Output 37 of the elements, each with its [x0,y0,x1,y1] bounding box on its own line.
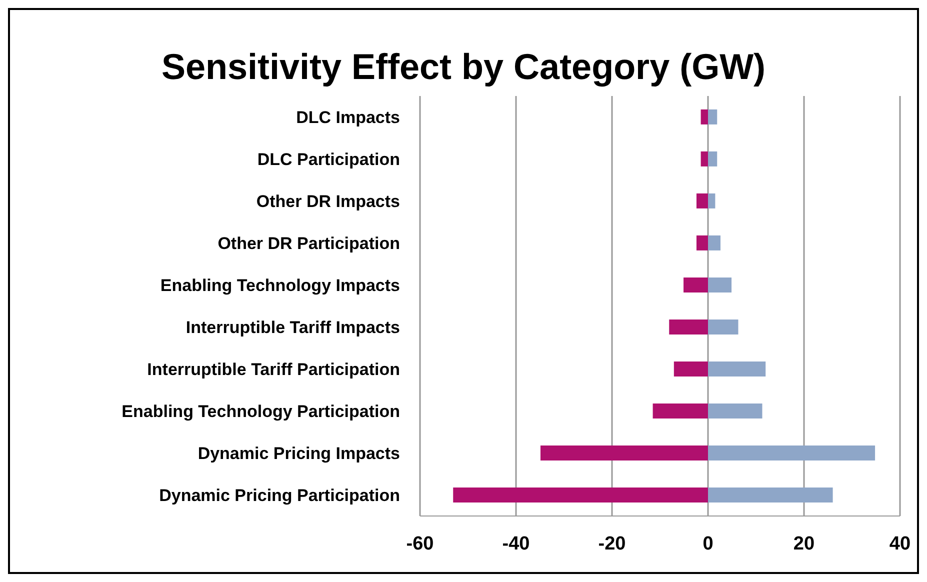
bar [453,487,708,502]
bar [700,109,708,124]
x-tick-label: 20 [793,533,815,554]
bar [696,193,708,208]
x-tick-label: -60 [406,533,434,554]
y-tick-label: Dynamic Pricing Impacts [198,444,400,464]
y-tick-label: DLC Participation [257,150,400,170]
bar [708,487,833,502]
bar [708,277,732,292]
bar [708,319,738,334]
bar [708,361,766,376]
bar [708,445,876,460]
y-tick-label: Enabling Technology Participation [122,402,400,422]
x-tick-label: -20 [598,533,626,554]
x-tick-label: 0 [702,533,714,554]
y-tick-label: Interruptible Tariff Impacts [186,318,400,338]
y-tick-label: Dynamic Pricing Participation [159,486,400,506]
bar [540,445,708,460]
bar [669,319,708,334]
y-tick-label: Interruptible Tariff Participation [147,360,400,380]
x-tick-label: -40 [502,533,530,554]
bar [700,151,708,166]
y-tick-label: Other DR Impacts [256,192,400,212]
bar [708,235,720,250]
y-tick-label: DLC Impacts [296,108,400,128]
x-tick-label: 40 [889,533,911,554]
y-tick-label: Other DR Participation [218,234,400,254]
bar [708,151,718,166]
bar [674,361,708,376]
chart-title: Sensitivity Effect by Category (GW) [160,46,767,89]
bar [684,277,708,292]
y-tick-label: Enabling Technology Impacts [160,276,400,296]
bar [708,403,762,418]
bar [708,193,716,208]
bar [696,235,708,250]
bar [708,109,718,124]
bar [652,403,708,418]
